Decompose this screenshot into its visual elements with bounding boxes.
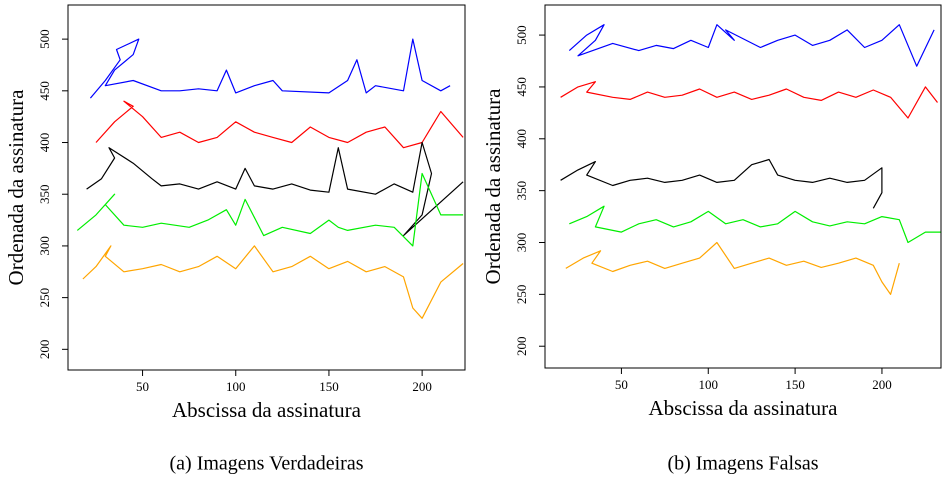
x-axis-title: Abscissa da assinatura — [172, 398, 362, 422]
y-tick-label: 500 — [514, 25, 529, 45]
signature-line — [86, 141, 464, 237]
y-tick-label: 200 — [514, 336, 529, 356]
signature-line — [76, 172, 464, 247]
x-axis-title: Abscissa da assinatura — [649, 396, 839, 420]
x-tick-label: 50 — [136, 379, 149, 394]
x-tick-label: 200 — [872, 377, 892, 392]
signature-line — [95, 100, 464, 149]
signature-line — [568, 24, 935, 67]
signature-line — [89, 38, 451, 99]
y-axis-title: Ordenada da assinatura — [481, 88, 505, 285]
y-tick-label: 350 — [514, 181, 529, 201]
x-tick-label: 150 — [785, 377, 805, 392]
x-tick-label: 100 — [699, 377, 719, 392]
signature-line — [560, 158, 883, 209]
y-tick-label: 200 — [37, 340, 52, 360]
x-tick-label: 100 — [226, 379, 246, 394]
signature-line — [569, 205, 941, 244]
y-tick-label: 400 — [37, 133, 52, 153]
y-tick-label: 300 — [514, 233, 529, 253]
y-tick-label: 450 — [37, 81, 52, 101]
y-tick-label: 300 — [37, 236, 52, 256]
plot-frame — [544, 4, 942, 369]
y-tick-label: 450 — [514, 77, 529, 97]
signature-line — [82, 245, 464, 319]
caption: (a) Imagens Verdadeiras — [170, 453, 364, 475]
signature-line — [565, 241, 900, 295]
y-tick-label: 350 — [37, 184, 52, 204]
x-tick-label: 150 — [319, 379, 339, 394]
signature-line — [560, 81, 938, 119]
y-tick-label: 400 — [514, 129, 529, 149]
x-tick-label: 200 — [412, 379, 432, 394]
plot-frame — [67, 4, 466, 371]
y-tick-label: 500 — [37, 29, 52, 49]
caption: (b) Imagens Falsas — [667, 453, 818, 475]
y-axis-title: Ordenada da assinatura — [4, 89, 28, 286]
y-tick-label: 250 — [514, 285, 529, 305]
y-tick-label: 250 — [37, 288, 52, 308]
x-tick-label: 50 — [615, 377, 628, 392]
